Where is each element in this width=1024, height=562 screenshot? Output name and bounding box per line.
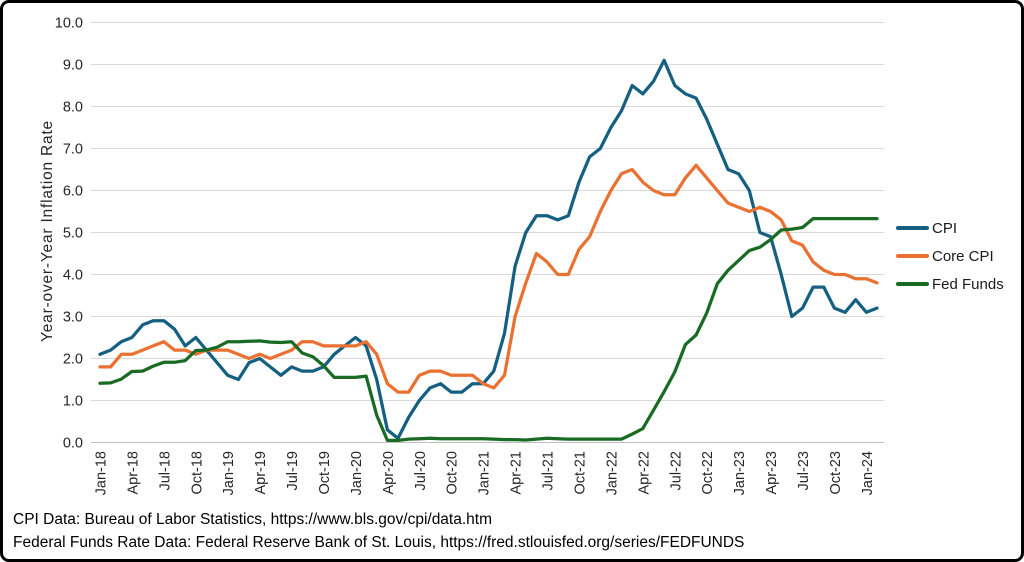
legend-label-cpi: CPI xyxy=(932,219,958,237)
x-tick-label: Oct-22 xyxy=(700,451,716,495)
y-tick-label: 8.0 xyxy=(63,100,83,116)
x-tick-label: Jan-24 xyxy=(860,451,876,495)
x-tick-label: Jan-20 xyxy=(349,451,365,495)
x-tick-label: Apr-21 xyxy=(509,451,525,495)
y-tick-label: 2.0 xyxy=(63,352,83,368)
x-tick-label: Jul-18 xyxy=(157,451,173,491)
legend-line-swatch-cpi xyxy=(896,226,929,230)
series-line-cpi xyxy=(98,58,879,440)
x-tick-label: Apr-18 xyxy=(125,451,141,495)
y-tick-label: 6.0 xyxy=(63,184,83,200)
x-tick-label: Jul-21 xyxy=(541,451,557,491)
x-tick-label: Oct-18 xyxy=(189,451,205,495)
legend-item-core-cpi: Core CPI xyxy=(896,247,1004,265)
footer-line-cpi-source: CPI Data: Bureau of Labor Statistics, ht… xyxy=(13,511,493,528)
x-tick-label: Jan-19 xyxy=(221,451,237,495)
legend-item-fed-funds: Fed Funds xyxy=(896,275,1004,293)
x-tick-label: Apr-19 xyxy=(253,451,269,495)
x-tick-label: Jan-22 xyxy=(604,451,620,495)
x-tick-label: Jan-21 xyxy=(477,451,493,495)
source-footer: CPI Data: Bureau of Labor Statistics, ht… xyxy=(13,508,744,554)
y-tick-label: 5.0 xyxy=(63,226,83,242)
y-tick-label: 10.0 xyxy=(55,16,83,32)
legend-label-fed-funds: Fed Funds xyxy=(932,275,1004,293)
y-tick-label: 1.0 xyxy=(63,394,83,410)
x-tick-label: Oct-19 xyxy=(317,451,333,495)
x-tick-label: Apr-23 xyxy=(764,451,780,495)
x-tick-label: Oct-21 xyxy=(572,451,588,495)
series-line-fed-funds xyxy=(98,216,879,443)
y-tick-label: 9.0 xyxy=(63,58,83,74)
y-tick-label: 3.0 xyxy=(63,310,83,326)
legend: CPI Core CPI Fed Funds xyxy=(896,219,1004,303)
x-tick-label: Jul-22 xyxy=(668,451,684,491)
series-line-core-cpi xyxy=(98,163,879,394)
legend-label-core-cpi: Core CPI xyxy=(932,247,994,265)
y-tick-label: 7.0 xyxy=(63,142,83,158)
x-tick-label: Jan-18 xyxy=(94,451,110,495)
legend-line-swatch-core-cpi xyxy=(896,254,929,258)
x-tick-label: Jan-23 xyxy=(732,451,748,495)
x-tick-label: Jul-19 xyxy=(285,451,301,491)
legend-line-swatch-fed-funds xyxy=(896,282,929,286)
legend-item-cpi: CPI xyxy=(896,219,1004,237)
y-tick-label: 0.0 xyxy=(63,436,83,452)
x-tick-label: Jul-20 xyxy=(413,451,429,491)
x-tick-label: Apr-22 xyxy=(636,451,652,495)
x-tick-label: Apr-20 xyxy=(381,451,397,495)
plot-area: 0.0 1.0 2.0 3.0 4.0 5.0 6.0 7.0 8.0 9.0 10.0 Jan-18… xyxy=(55,16,884,495)
x-tick-label: Jul-23 xyxy=(796,451,812,491)
y-tick-label: 4.0 xyxy=(63,268,83,284)
x-tick-label: Oct-23 xyxy=(828,451,844,495)
x-tick-label: Oct-20 xyxy=(445,451,461,495)
footer-line-fedfunds-source: Federal Funds Rate Data: Federal Reserve… xyxy=(13,534,745,551)
